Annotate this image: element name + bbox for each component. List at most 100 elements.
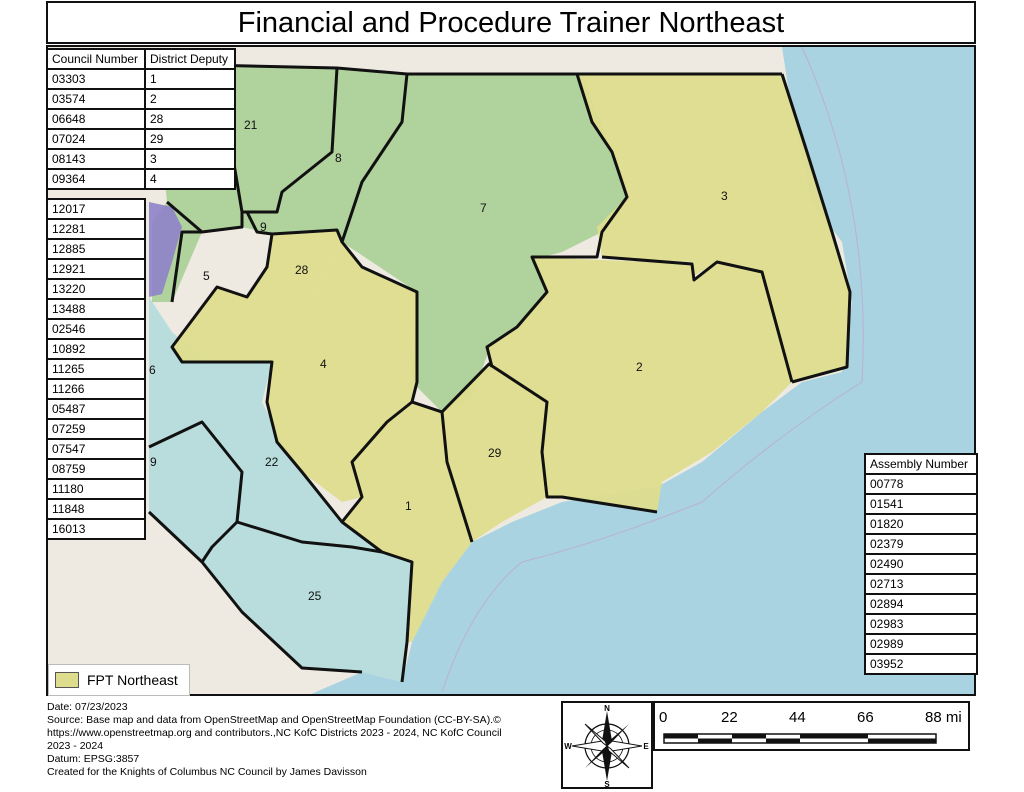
- map-title: Financial and Procedure Trainer Northeas…: [46, 1, 976, 44]
- assembly-cell: 03952: [864, 653, 978, 675]
- table-row: 08759: [46, 458, 146, 480]
- district-label-7: 7: [480, 201, 487, 215]
- table-row: 12017: [46, 198, 146, 220]
- district-label-6: 6: [149, 363, 156, 377]
- compass-e: E: [643, 742, 649, 751]
- table-row: 07547: [46, 438, 146, 460]
- coastline-shelf: [441, 47, 864, 693]
- credit-date: Date: 07/23/2023: [47, 701, 128, 713]
- council-cell: 16013: [46, 518, 146, 540]
- credit-created: Created for the Knights of Columbus NC C…: [47, 766, 367, 778]
- council-cell: 13488: [46, 298, 146, 320]
- map-canvas[interactable]: 21 8 7 3 9 28 5 4 2 29 22 1 25 6 9: [46, 45, 976, 696]
- table-row: 06648 28: [46, 108, 236, 130]
- table-row: 12885: [46, 238, 146, 260]
- compass-n: N: [604, 704, 610, 713]
- table-row: 01820: [864, 513, 978, 535]
- assembly-number-header: Assembly Number: [864, 453, 978, 475]
- deputy-cell: 28: [144, 108, 236, 130]
- table-row: 11265: [46, 358, 146, 380]
- district-label-1: 1: [405, 499, 412, 513]
- table-row: 03303 1: [46, 68, 236, 90]
- council-cell: 12281: [46, 218, 146, 240]
- assembly-table: Assembly Number 00778 01541 01820 02379 0249…: [864, 453, 978, 675]
- table-row: 02713: [864, 573, 978, 595]
- district-blue-region: [149, 297, 412, 682]
- deputy-cell: 29: [144, 128, 236, 150]
- scale-tick-66: 66: [857, 709, 874, 726]
- district-label-2: 2: [636, 360, 643, 374]
- scale-tick-22: 22: [721, 709, 738, 726]
- council-cell: 08759: [46, 458, 146, 480]
- council-cell: 11265: [46, 358, 146, 380]
- council-cell: 05487: [46, 398, 146, 420]
- assembly-cell: 02983: [864, 613, 978, 635]
- council-cell: 02546: [46, 318, 146, 340]
- district-label-29: 29: [488, 446, 502, 460]
- district-3: [577, 74, 850, 382]
- council-cell: 12885: [46, 238, 146, 260]
- table-row: 02989: [864, 633, 978, 655]
- council-cell: 07259: [46, 418, 146, 440]
- credit-source: Source: Base map and data from OpenStree…: [47, 714, 502, 752]
- deputy-cell: 4: [144, 168, 236, 190]
- table-row: 13488: [46, 298, 146, 320]
- council-cell: 13220: [46, 278, 146, 300]
- table-row: 07259: [46, 418, 146, 440]
- council-cell: 07547: [46, 438, 146, 460]
- council-cell: 08143: [46, 148, 146, 170]
- table-row: 01541: [864, 493, 978, 515]
- deputy-cell: 1: [144, 68, 236, 90]
- table-row: 03574 2: [46, 88, 236, 110]
- assembly-cell: 02713: [864, 573, 978, 595]
- council-cell: 06648: [46, 108, 146, 130]
- district-borders: [147, 62, 852, 683]
- table-row: 02983: [864, 613, 978, 635]
- district-label-9: 9: [260, 220, 267, 234]
- council-cell: 07024: [46, 128, 146, 150]
- council-cell: 03303: [46, 68, 146, 90]
- legend-swatch: [55, 672, 79, 688]
- table-row: 00778: [864, 473, 978, 495]
- table-row: 11848: [46, 498, 146, 520]
- deputy-cell: 3: [144, 148, 236, 170]
- scale-bar: 0 22 44 66 88 mi: [653, 701, 970, 751]
- district-label-5: 5: [203, 269, 210, 283]
- legend-label: FPT Northeast: [87, 672, 178, 688]
- council-cell: 10892: [46, 338, 146, 360]
- council-cell: 03574: [46, 88, 146, 110]
- table-row: 07024 29: [46, 128, 236, 150]
- district-label-28: 28: [295, 263, 309, 277]
- council-cell: 11266: [46, 378, 146, 400]
- assembly-cell: 02379: [864, 533, 978, 555]
- council-cell: 12017: [46, 198, 146, 220]
- scale-tick-44: 44: [789, 709, 806, 726]
- district-2: [487, 257, 792, 512]
- district-label-8: 8: [335, 151, 342, 165]
- council-cell: 12921: [46, 258, 146, 280]
- deputy-cell: 2: [144, 88, 236, 110]
- table-row: 02546: [46, 318, 146, 340]
- council-cell: 11848: [46, 498, 146, 520]
- district-label-3: 3: [721, 189, 728, 203]
- assembly-cell: 02894: [864, 593, 978, 615]
- scale-tick-88: 88 mi: [925, 709, 962, 726]
- compass-icon: N S E W: [564, 704, 649, 789]
- table-row: 13220: [46, 278, 146, 300]
- district-label-4: 4: [320, 357, 327, 371]
- extra-council-table: 12017 12281 12885 12921 13220 13488 02546 10892…: [46, 198, 146, 540]
- table-row: 09364 4: [46, 168, 236, 190]
- assembly-cell: 01541: [864, 493, 978, 515]
- table-row: 08143 3: [46, 148, 236, 170]
- table-row: 05487: [46, 398, 146, 420]
- district-label-25: 25: [308, 589, 322, 603]
- district-label-19: 9: [150, 455, 157, 469]
- table-row: 16013: [46, 518, 146, 540]
- district-label-21: 21: [244, 118, 258, 132]
- scale-tick-0: 0: [659, 709, 668, 726]
- assembly-cell: 00778: [864, 473, 978, 495]
- council-cell: 11180: [46, 478, 146, 500]
- compass-rose: N S E W: [561, 701, 653, 789]
- compass-s: S: [604, 780, 610, 787]
- table-row: 12921: [46, 258, 146, 280]
